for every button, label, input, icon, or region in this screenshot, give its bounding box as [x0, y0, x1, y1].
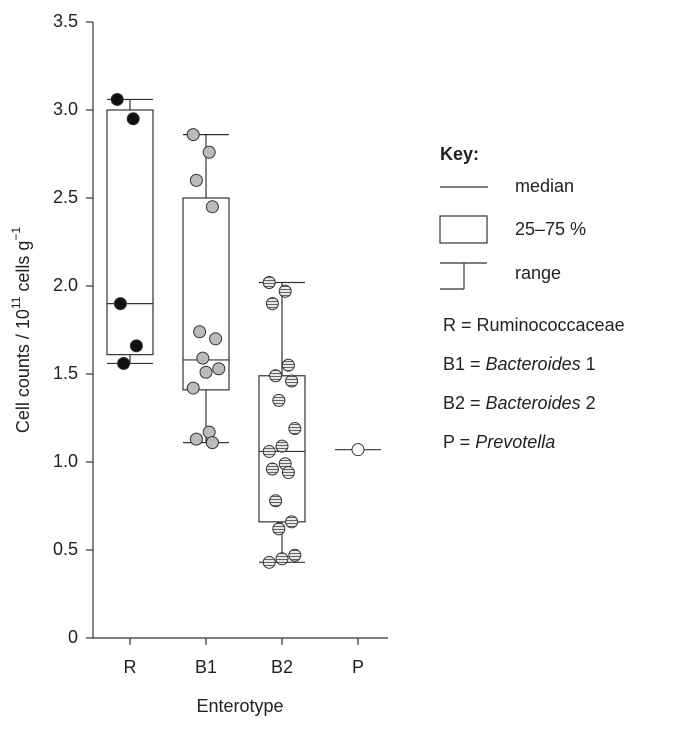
data-point	[281, 466, 295, 480]
y-tick-label: 2.5	[53, 187, 78, 207]
text-segment: 2	[581, 393, 596, 413]
data-point	[281, 358, 295, 372]
text-segment: Cell counts / 10	[13, 309, 33, 433]
superscript: −1	[9, 227, 23, 241]
data-point	[129, 339, 143, 353]
text-segment: 1	[581, 354, 596, 374]
data-point	[205, 436, 219, 450]
data-point	[269, 369, 283, 383]
data-point	[193, 325, 207, 339]
data-point	[186, 381, 200, 395]
data-point	[199, 365, 213, 379]
data-point	[189, 432, 203, 446]
data-point	[212, 362, 226, 376]
data-point	[278, 284, 292, 298]
key-box-symbol	[439, 215, 488, 244]
x-tick-label: B1	[195, 657, 217, 677]
data-point	[272, 393, 286, 407]
text-segment: cells g	[13, 241, 33, 297]
data-point	[275, 439, 289, 453]
superscript: 11	[9, 296, 23, 309]
text-segment: B1 =	[443, 354, 486, 374]
data-point	[262, 444, 276, 458]
data-point	[265, 462, 279, 476]
key-median: median	[515, 176, 574, 196]
data-point	[202, 145, 216, 159]
text-segment: R = Ruminococcaceae	[443, 315, 625, 335]
data-point	[351, 443, 365, 457]
definition: P = Prevotella	[443, 432, 555, 452]
box	[182, 197, 230, 391]
data-point	[186, 128, 200, 142]
data-point	[126, 112, 140, 126]
data-point	[209, 332, 223, 346]
y-tick-label: 1.0	[53, 451, 78, 471]
data-point	[269, 494, 283, 508]
x-tick-label: B2	[271, 657, 293, 677]
x-tick-label: R	[124, 657, 137, 677]
data-point	[205, 200, 219, 214]
text-segment: Bacteroides	[486, 393, 581, 413]
data-point	[262, 555, 276, 569]
data-point	[117, 356, 131, 370]
definition: B1 = Bacteroides 1	[443, 354, 596, 374]
y-tick-label: 1.5	[53, 363, 78, 383]
data-point	[275, 552, 289, 566]
y-tick-label: 2.0	[53, 275, 78, 295]
data-point	[285, 374, 299, 388]
key-box: 25–75 %	[515, 219, 586, 239]
y-tick-label: 0.5	[53, 539, 78, 559]
y-tick-label: 0	[68, 627, 78, 647]
text-segment: B2 =	[443, 393, 486, 413]
definition: B2 = Bacteroides 2	[443, 393, 596, 413]
key-range: range	[515, 263, 561, 283]
text-segment: Bacteroides	[486, 354, 581, 374]
data-point	[288, 548, 302, 562]
data-point	[288, 422, 302, 436]
data-point	[285, 515, 299, 529]
data-point	[262, 275, 276, 289]
data-point	[272, 522, 286, 536]
key-range-symbol	[440, 262, 487, 290]
data-point	[110, 92, 124, 106]
data-point	[196, 351, 210, 365]
data-point	[265, 297, 279, 311]
data-point	[189, 173, 203, 187]
box	[106, 109, 154, 356]
y-tick-label: 3.0	[53, 99, 78, 119]
x-axis-label: Enterotype	[196, 696, 283, 716]
key-title: Key:	[440, 144, 479, 164]
y-tick-label: 3.5	[53, 11, 78, 31]
data-point	[113, 297, 127, 311]
definition: R = Ruminococcaceae	[443, 315, 625, 335]
text-segment: Prevotella	[475, 432, 555, 452]
text-segment: P =	[443, 432, 475, 452]
y-axis-label: Cell counts / 1011 cells g−1	[9, 227, 33, 434]
x-tick-label: P	[352, 657, 364, 677]
